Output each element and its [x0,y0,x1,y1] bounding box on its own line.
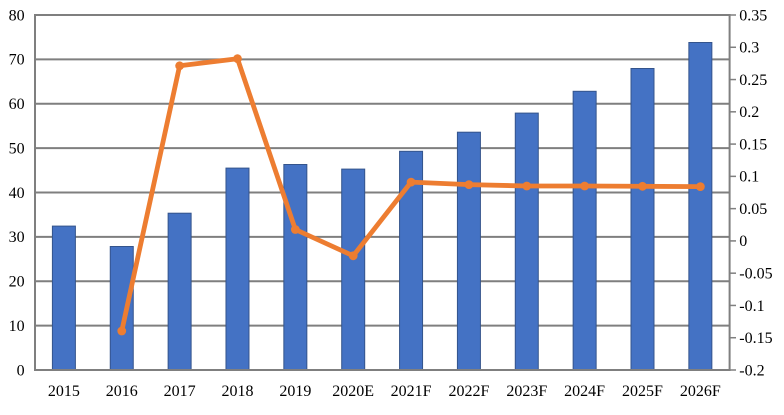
svg-text:0.35: 0.35 [739,7,767,24]
svg-text:2021F: 2021F [391,383,432,400]
svg-text:70: 70 [9,52,25,69]
svg-text:2023F: 2023F [506,383,547,400]
svg-text:2019: 2019 [279,383,311,400]
svg-text:0: 0 [739,233,747,250]
svg-text:2020E: 2020E [332,383,374,400]
svg-text:-0.15: -0.15 [739,330,772,347]
svg-text:40: 40 [9,185,25,202]
svg-text:-0.2: -0.2 [739,362,764,379]
svg-text:2018: 2018 [221,383,253,400]
svg-text:2017: 2017 [164,383,196,400]
svg-text:50: 50 [9,140,25,157]
svg-text:0: 0 [17,362,25,379]
svg-text:30: 30 [9,229,25,246]
svg-text:0.1: 0.1 [739,169,759,186]
svg-text:2024F: 2024F [564,383,605,400]
svg-text:20: 20 [9,274,25,291]
svg-text:2015: 2015 [48,383,80,400]
svg-text:0.25: 0.25 [739,72,767,89]
svg-text:0.2: 0.2 [739,104,759,121]
svg-text:-0.05: -0.05 [739,265,772,282]
svg-text:10: 10 [9,318,25,335]
svg-text:0.05: 0.05 [739,201,767,218]
svg-text:2016: 2016 [106,383,138,400]
svg-text:60: 60 [9,96,25,113]
svg-text:-0.1: -0.1 [739,298,764,315]
svg-text:80: 80 [9,7,25,24]
svg-text:2022F: 2022F [448,383,489,400]
svg-text:2025F: 2025F [622,383,663,400]
svg-text:2026F: 2026F [680,383,721,400]
svg-text:0.15: 0.15 [739,136,767,153]
svg-text:0.3: 0.3 [739,40,759,57]
